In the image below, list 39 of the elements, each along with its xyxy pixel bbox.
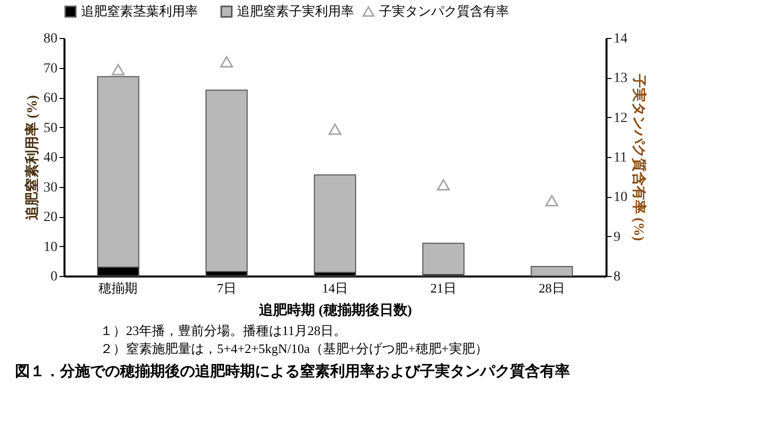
x-tick-label: 7日 <box>216 280 236 296</box>
y-tick-label: 50 <box>44 120 58 136</box>
y2-tick-label: 14 <box>614 32 628 46</box>
text: ２）窒素施肥量は，5+4+2+5kgN/10a（基肥+分げつ肥+穂肥+実肥） <box>100 340 489 358</box>
y-axis-title: 追肥窒素利用率 (%) <box>24 94 40 221</box>
y-tick-label: 40 <box>44 150 58 166</box>
y2-tick-label: 13 <box>614 71 628 86</box>
y-tick-label: 70 <box>44 61 58 76</box>
y2-tick-label: 12 <box>614 110 628 126</box>
point <box>328 124 342 135</box>
text: 図１．分施での穂揃期後の追肥時期による窒素利用率および子実タンパク質含有率 <box>15 362 571 381</box>
y-tick-label: 60 <box>44 91 58 106</box>
y2-tick-label: 8 <box>614 270 620 284</box>
y-tick-label: 0 <box>50 270 58 284</box>
legend-label: 追肥窒素子実利用率 <box>237 4 354 19</box>
y-tick-label: 20 <box>44 210 58 225</box>
y-tick-label: 10 <box>44 240 58 255</box>
legend-label: 子実タンパク質含有率 <box>379 4 509 18</box>
x-tick-label: 28日 <box>538 280 565 296</box>
point <box>220 56 234 68</box>
y2-tick-label: 9 <box>614 230 620 245</box>
x-tick-label: 14日 <box>322 280 348 296</box>
x-axis-title: 追肥時期 (穂揃期後日数) <box>258 302 412 318</box>
bar <box>530 266 573 276</box>
y-tick-label: 30 <box>44 180 58 196</box>
bar <box>422 242 464 276</box>
y2-tick-label: 10 <box>614 190 628 206</box>
bar <box>314 174 356 273</box>
point <box>112 64 125 76</box>
y-tick-label: 80 <box>44 32 58 46</box>
point <box>545 194 558 206</box>
text: １）23年播，豊前分場。播種は11月28日。 <box>100 322 348 340</box>
x-tick-label: 穂揃期 <box>98 280 138 296</box>
x-tick-label: 21日 <box>430 280 456 296</box>
bar <box>206 90 248 272</box>
y2-tick-label: 11 <box>614 150 627 166</box>
y2-axis-title: 子実タンパク質含有率 (%) <box>630 73 648 242</box>
legend-label: 追肥窒素茎葉利用率 <box>81 4 198 19</box>
point <box>436 179 450 190</box>
